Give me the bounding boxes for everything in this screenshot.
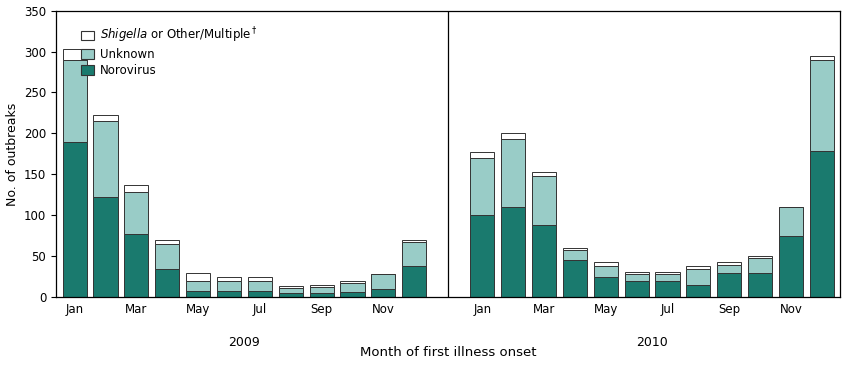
Bar (340, 292, 365, 297)
Bar (470, 158, 494, 215)
Bar (310, 287, 333, 293)
Bar (63, 60, 86, 142)
Bar (532, 176, 556, 225)
Bar (124, 234, 148, 297)
Bar (532, 225, 556, 297)
Bar (563, 261, 587, 297)
Bar (779, 207, 803, 236)
Bar (501, 134, 525, 139)
Bar (371, 274, 395, 289)
Bar (624, 272, 649, 274)
Bar (563, 250, 587, 261)
Bar (594, 277, 618, 297)
Bar (217, 291, 241, 297)
Bar (624, 281, 649, 297)
Bar (278, 286, 303, 288)
Bar (278, 288, 303, 293)
Bar (810, 55, 834, 60)
Bar (779, 236, 803, 297)
Bar (501, 139, 525, 207)
Bar (810, 151, 834, 297)
Text: 2009: 2009 (228, 336, 261, 349)
Bar (748, 255, 772, 258)
Bar (124, 185, 148, 192)
Text: 2010: 2010 (636, 336, 668, 349)
Bar (656, 281, 679, 297)
Bar (217, 277, 241, 281)
Bar (563, 248, 587, 250)
Bar (656, 274, 679, 281)
Bar (278, 293, 303, 297)
Bar (186, 281, 210, 291)
Bar (186, 291, 210, 297)
Bar (93, 197, 118, 297)
Bar (63, 49, 86, 60)
Bar (532, 172, 556, 176)
Bar (63, 142, 86, 297)
Bar (124, 192, 148, 234)
Legend: $\it{Shigella}$ or Other/Multiple$^\dagger$, Unknown, Norovirus: $\it{Shigella}$ or Other/Multiple$^\dagg… (78, 22, 261, 81)
Bar (624, 274, 649, 281)
Bar (402, 240, 426, 242)
Bar (656, 272, 679, 274)
Bar (340, 283, 365, 292)
Bar (248, 277, 272, 281)
Bar (402, 242, 426, 266)
Bar (594, 266, 618, 277)
Bar (501, 207, 525, 297)
Bar (748, 258, 772, 273)
Bar (248, 291, 272, 297)
Bar (748, 273, 772, 297)
Y-axis label: No. of outbreaks: No. of outbreaks (6, 102, 19, 205)
Bar (810, 60, 834, 151)
Bar (186, 273, 210, 281)
Bar (93, 115, 118, 121)
Bar (155, 240, 179, 244)
Bar (686, 266, 711, 269)
Bar (155, 244, 179, 269)
Bar (717, 273, 741, 297)
Bar (717, 265, 741, 273)
Bar (340, 281, 365, 283)
Bar (248, 281, 272, 291)
Bar (686, 285, 711, 297)
Bar (371, 289, 395, 297)
Bar (470, 215, 494, 297)
Bar (93, 121, 118, 197)
Bar (217, 281, 241, 291)
Bar (470, 152, 494, 158)
Bar (717, 262, 741, 265)
X-axis label: Month of first illness onset: Month of first illness onset (360, 346, 536, 360)
Bar (594, 262, 618, 266)
Bar (155, 269, 179, 297)
Bar (402, 266, 426, 297)
Bar (686, 269, 711, 285)
Bar (310, 285, 333, 287)
Bar (310, 293, 333, 297)
